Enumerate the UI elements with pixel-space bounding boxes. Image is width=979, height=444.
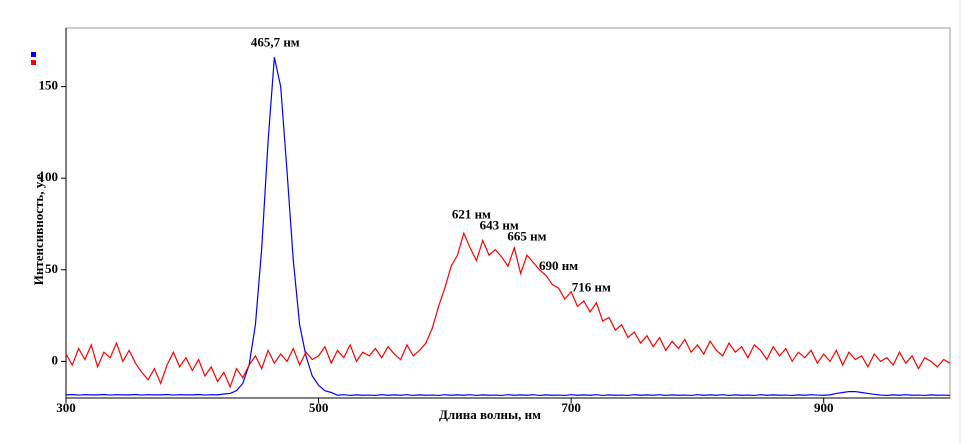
legend-marker — [31, 52, 36, 57]
x-axis-label: Длина волны, нм — [439, 407, 541, 422]
annotation: 465,7 нм — [251, 34, 300, 49]
y-tick-label: 100 — [39, 169, 59, 184]
series-line — [65, 231, 951, 389]
y-tick-label: 50 — [45, 261, 58, 276]
legend-marker — [31, 60, 36, 65]
annotation: 690 нм — [539, 258, 578, 273]
annotation: 716 нм — [572, 280, 611, 295]
annotation: 665 нм — [507, 228, 546, 243]
annotation: 621 нм — [452, 206, 491, 221]
series-line — [65, 57, 951, 397]
x-tick-label: 900 — [814, 400, 834, 415]
x-tick-label: 300 — [56, 400, 76, 415]
x-tick-label: 500 — [309, 400, 329, 415]
annotation: 643 нм — [480, 217, 519, 232]
y-tick-label: 150 — [39, 78, 59, 93]
y-tick-label: 0 — [52, 352, 59, 367]
y-axis-label: Интенсивность, у.е. — [31, 171, 46, 286]
x-tick-label: 700 — [561, 400, 581, 415]
